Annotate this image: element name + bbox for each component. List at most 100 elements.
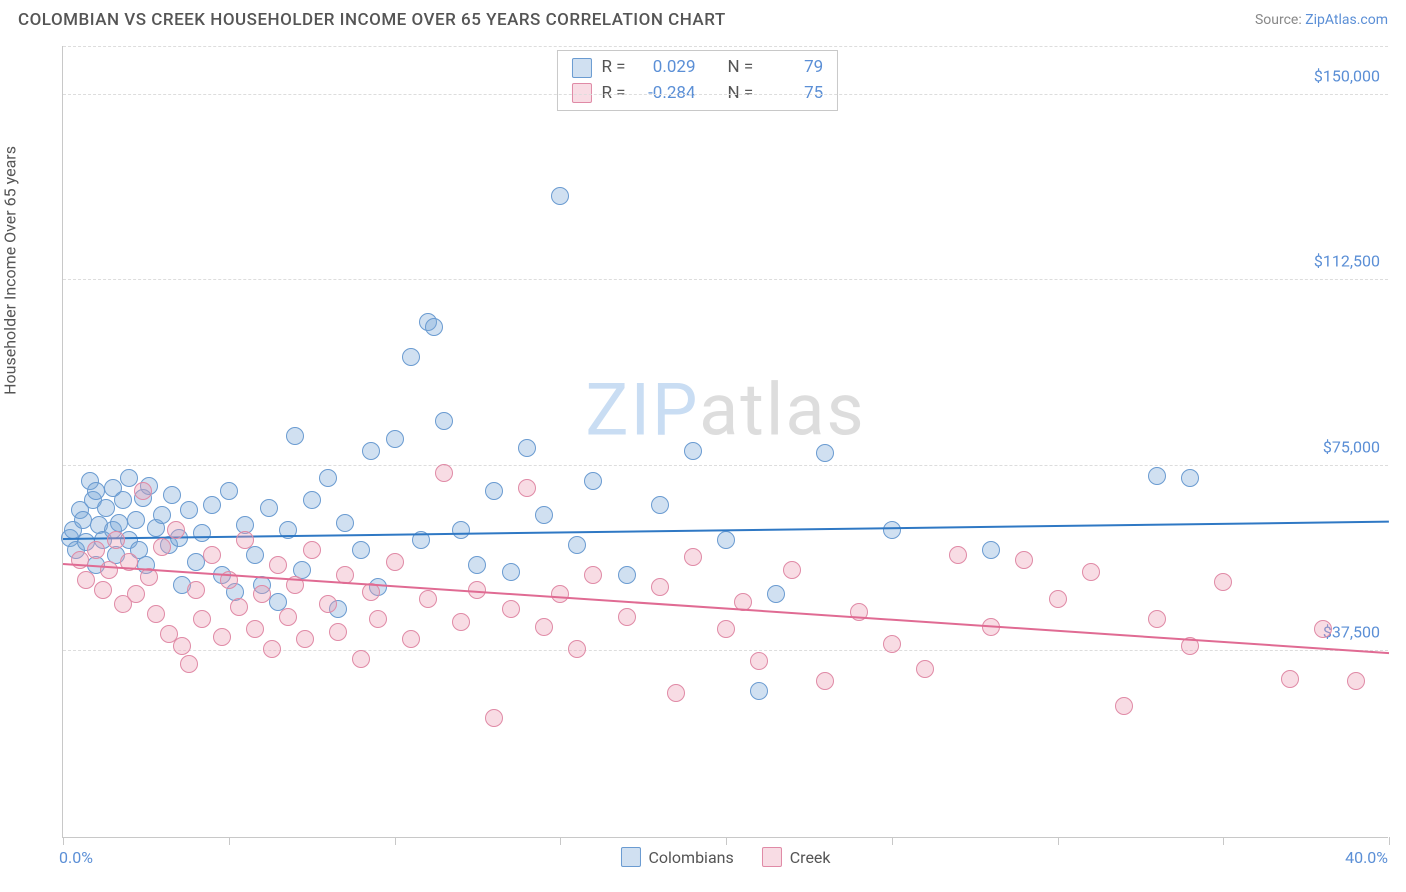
watermark-rest: atlas xyxy=(699,367,866,452)
data-point xyxy=(319,595,337,613)
data-point xyxy=(551,585,569,603)
data-point xyxy=(584,566,602,584)
x-tick xyxy=(395,837,396,845)
data-point xyxy=(816,444,834,462)
data-point xyxy=(568,640,586,658)
data-point xyxy=(167,521,185,539)
data-point xyxy=(87,541,105,559)
data-point xyxy=(236,531,254,549)
data-point xyxy=(750,682,768,700)
data-point xyxy=(651,578,669,596)
stat-value-n: 79 xyxy=(763,55,823,81)
y-tick-label: $112,500 xyxy=(1314,252,1380,271)
chart-title: COLOMBIAN VS CREEK HOUSEHOLDER INCOME OV… xyxy=(18,10,726,30)
source-attribution: Source: ZipAtlas.com xyxy=(1255,12,1388,28)
data-point xyxy=(230,598,248,616)
legend: Colombians Creek xyxy=(620,847,830,867)
data-point xyxy=(551,187,569,205)
data-point xyxy=(816,672,834,690)
data-point xyxy=(1181,469,1199,487)
data-point xyxy=(269,556,287,574)
x-tick xyxy=(63,837,64,845)
data-point xyxy=(77,571,95,589)
data-point xyxy=(1148,467,1166,485)
data-point xyxy=(568,536,586,554)
data-point xyxy=(180,655,198,673)
data-point xyxy=(618,608,636,626)
legend-label: Creek xyxy=(790,848,831,867)
data-point xyxy=(336,514,354,532)
data-point xyxy=(180,501,198,519)
data-point xyxy=(352,541,370,559)
data-point xyxy=(187,581,205,599)
x-tick xyxy=(1058,837,1059,845)
data-point xyxy=(485,709,503,727)
stat-key-r: R = xyxy=(601,55,625,81)
data-point xyxy=(203,496,221,514)
data-point xyxy=(303,541,321,559)
series-swatch xyxy=(571,58,591,78)
data-point xyxy=(173,637,191,655)
gridline-h xyxy=(63,46,1388,47)
x-axis-min-label: 0.0% xyxy=(59,848,93,867)
x-axis-max-label: 40.0% xyxy=(1345,848,1388,867)
data-point xyxy=(425,318,443,336)
data-point xyxy=(279,608,297,626)
y-tick-label: $75,000 xyxy=(1323,437,1380,456)
data-point xyxy=(163,486,181,504)
data-point xyxy=(717,531,735,549)
data-point xyxy=(949,546,967,564)
stats-row: R =0.029N =79 xyxy=(571,55,823,81)
data-point xyxy=(435,412,453,430)
data-point xyxy=(153,538,171,556)
data-point xyxy=(717,620,735,638)
data-point xyxy=(193,524,211,542)
data-point xyxy=(352,650,370,668)
data-point xyxy=(153,506,171,524)
data-point xyxy=(147,605,165,623)
data-point xyxy=(213,628,231,646)
data-point xyxy=(402,630,420,648)
data-point xyxy=(97,499,115,517)
data-point xyxy=(684,442,702,460)
data-point xyxy=(667,684,685,702)
data-point xyxy=(684,548,702,566)
x-tick xyxy=(229,837,230,845)
data-point xyxy=(584,472,602,490)
legend-item: Colombians xyxy=(620,847,733,867)
data-point xyxy=(329,623,347,641)
data-point xyxy=(402,348,420,366)
y-tick-label: $150,000 xyxy=(1314,66,1380,85)
data-point xyxy=(618,566,636,584)
data-point xyxy=(1281,670,1299,688)
data-point xyxy=(502,563,520,581)
data-point xyxy=(220,482,238,500)
x-tick xyxy=(1389,837,1390,845)
data-point xyxy=(386,553,404,571)
data-point xyxy=(134,482,152,500)
data-point xyxy=(1082,563,1100,581)
data-point xyxy=(319,469,337,487)
data-point xyxy=(1015,551,1033,569)
data-point xyxy=(74,511,92,529)
data-point xyxy=(1115,697,1133,715)
data-point xyxy=(303,491,321,509)
source-link[interactable]: ZipAtlas.com xyxy=(1305,12,1388,28)
data-point xyxy=(386,430,404,448)
data-point xyxy=(1314,620,1332,638)
data-point xyxy=(767,585,785,603)
data-point xyxy=(296,630,314,648)
data-point xyxy=(435,464,453,482)
data-point xyxy=(1214,573,1232,591)
source-prefix: Source: xyxy=(1255,12,1305,28)
data-point xyxy=(100,561,118,579)
correlation-stats-box: R =0.029N =79R =-0.284N =75 xyxy=(556,50,838,111)
data-point xyxy=(246,546,264,564)
y-axis-label: Householder Income Over 65 years xyxy=(1,146,20,395)
data-point xyxy=(94,581,112,599)
data-point xyxy=(485,482,503,500)
data-point xyxy=(263,640,281,658)
gridline-h xyxy=(63,279,1388,280)
data-point xyxy=(518,439,536,457)
data-point xyxy=(651,496,669,514)
